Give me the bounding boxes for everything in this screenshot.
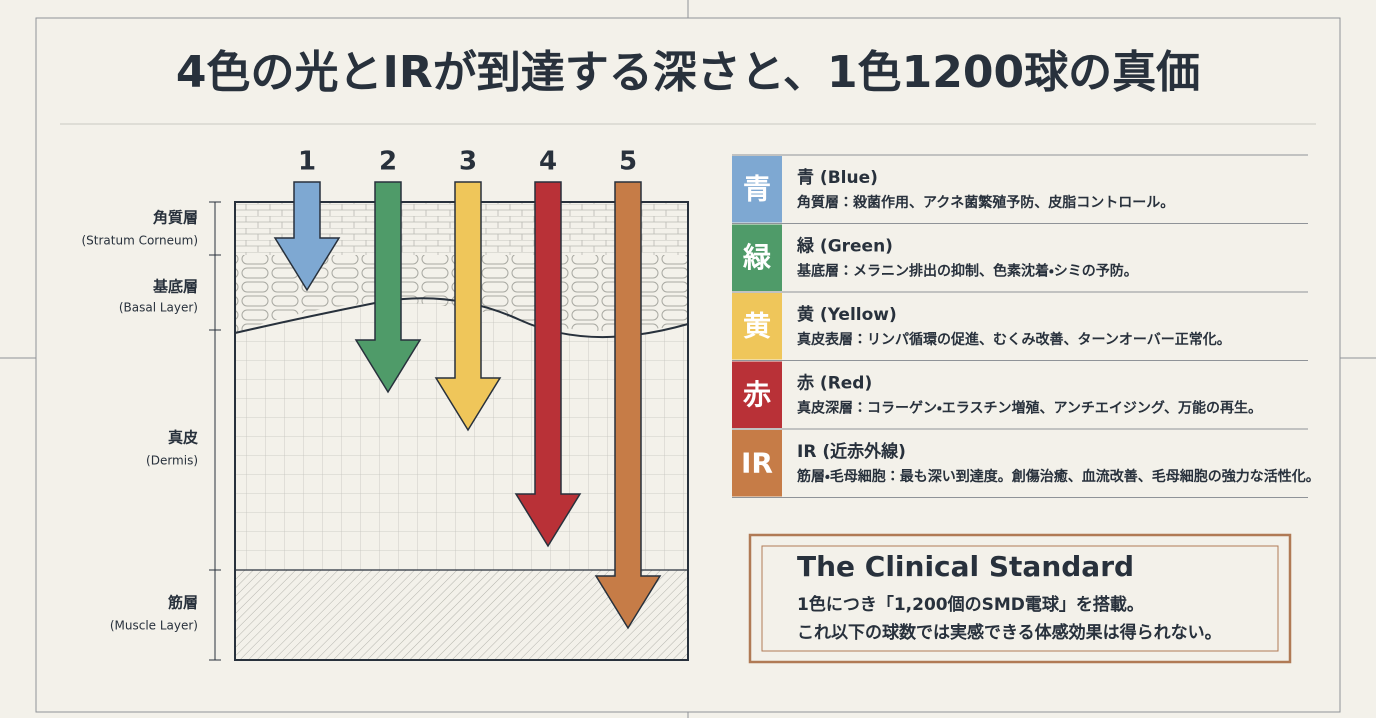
arrow [594,181,662,630]
arrow [514,181,582,548]
arrow-number: 5 [619,147,637,177]
layer-name: 筋層 [167,594,198,612]
badge-text: 青 [743,172,771,205]
row-name: 黄 (Yellow) [797,304,897,325]
badge [732,224,782,291]
badge [732,430,782,497]
layer-english: (Basal Layer) [119,301,198,315]
layer-name: 基底層 [152,278,198,296]
arrow [434,181,502,432]
callout-line: 1色につき「1,200個のSMD電球」を搭載。 [797,594,1144,615]
row-description: 角質層：殺菌作用、アクネ菌繁殖予防、皮脂コントロール。 [796,194,1174,211]
badge [732,293,782,360]
row-name: 赤 (Red) [796,373,872,394]
row-description: 基底層：メラニン排出の抑制、色素沈着・シミの予防。 [797,263,1138,280]
title: 4色の光とIRが到達する深さと、1色1200球の真価 [176,47,1200,98]
badge-text: 緑 [743,241,771,274]
row-name: IR (近赤外線) [797,441,906,462]
badge-text: 黄 [743,309,771,342]
callout-heading: The Clinical Standard [797,550,1134,583]
row-description: 筋層・毛母細胞：最も深い到達度。創傷治癒、血流改善、毛母細胞の強力な活性化。 [797,468,1320,485]
arrow-number: 3 [459,147,477,177]
arrow-number: 4 [539,147,557,177]
badge [732,156,782,223]
arrow [354,181,422,394]
row-name: 青 (Blue) [797,167,878,188]
arrow-number: 1 [298,147,316,177]
arrow [273,181,341,292]
layer-name: 角質層 [153,209,198,227]
row-description: 真皮表層：リンパ循環の促進、むくみ改善、ターンオーバー正常化。 [797,331,1231,348]
layer-name: 真皮 [168,429,198,447]
callout-line: これ以下の球数では実感できる体感効果は得られない。 [797,622,1222,643]
callout: The Clinical Standard 1色につき「1,200個のSMD電球… [748,533,1292,664]
badge-text: 赤 [743,378,771,411]
row-description: 真皮深層：コラーゲン・エラスチン増殖、アンチエイジング、万能の再生。 [797,400,1262,417]
layer-english: (Muscle Layer) [110,619,198,633]
layer-english: (Dermis) [146,454,198,468]
legend: 青 青 (Blue) 角質層：殺菌作用、アクネ菌繁殖予防、皮脂コントロール。緑 緑 (… [732,154,1320,498]
row-name: 緑 (Green) [796,236,893,257]
arrow-number: 2 [379,147,397,177]
layer-english: (Stratum Corneum) [81,234,198,248]
badge-text: IR [741,446,773,479]
badge [732,361,782,428]
